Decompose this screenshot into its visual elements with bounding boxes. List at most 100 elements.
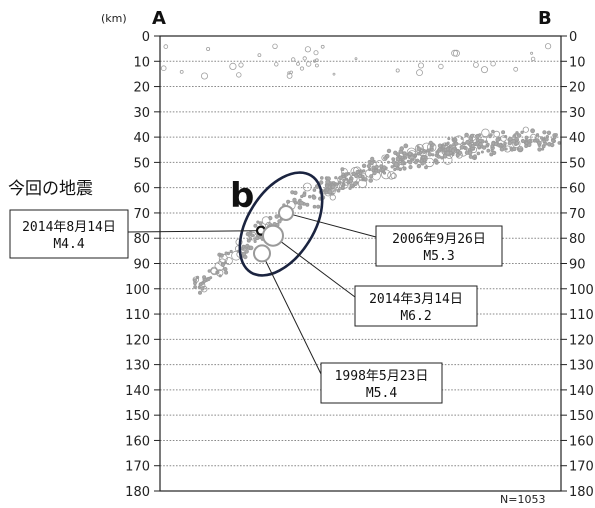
hypocenter-point [442,154,448,159]
hypocenter-point [493,130,501,138]
tick-label-right: 170 [569,460,594,475]
hypocenter-point [234,245,242,253]
event-date: 2014年3月14日 [369,292,463,307]
hypocenter-point [348,178,353,184]
tick-label-left: 160 [125,434,150,449]
tick-label-right: 120 [569,333,594,348]
hypocenter-point [223,267,228,272]
tick-label-left: 0 [142,30,150,45]
hypocenter-point [224,270,229,275]
hypocenter-point [220,262,225,267]
hypocenter-point [336,188,341,193]
event-magnitude: M6.2 [400,309,431,324]
hypocenter-point [402,151,407,156]
tick-label-left: 10 [133,55,150,70]
chart-title: 今回の地震 [8,179,93,199]
highlight-event-marker [253,244,271,263]
hypocenter-point [340,167,345,172]
hypocenter-point [544,43,552,50]
event-magnitude: M4.4 [53,237,84,252]
hypocenter-point [238,62,244,68]
hypocenter-point [163,44,169,49]
tick-label-right: 30 [569,106,586,121]
hypocenter-point [340,185,345,190]
hypocenter-point [200,72,208,80]
hypocenter-point [341,172,345,177]
tick-label-left: 110 [125,308,150,323]
hypocenter-point [320,44,325,49]
hypocenter-point [460,136,464,140]
hypocenter-point [210,267,218,276]
hypocenter-point [489,152,494,157]
hypocenter-point [507,140,512,146]
hypocenter-point [277,219,282,224]
hypocenter-point [530,56,536,62]
hypocenter-point [490,61,496,67]
hypocenter-point [261,216,271,225]
hypocenter-point [338,175,343,181]
highlight-event-marker [262,224,284,247]
hypocenter-point [452,49,460,57]
event-date: 1998年5月23日 [335,369,429,384]
hypocenter-point [554,133,558,137]
hypocenter-point [395,68,400,73]
hypocenter-point [253,239,257,243]
hypocenter-point [299,200,305,206]
callout-box [320,362,443,404]
hypocenter-point [530,51,534,55]
hypocenter-point [520,138,526,144]
hypocenter-point [465,139,471,145]
hypocenter-point [250,233,255,238]
hypocenter-point [393,167,397,172]
hypocenter-point [478,138,483,143]
tick-label-right: 140 [569,384,594,399]
hypocenter-point [256,220,260,224]
hypocenter-point [486,148,491,153]
hypocenter-point [513,66,519,72]
hypocenter-point [401,157,405,161]
hypocenter-point [215,269,224,277]
unit-label: (km) [101,12,127,25]
hypocenter-point [408,160,413,165]
hypocenter-point [368,178,374,183]
hypocenter-point [402,166,407,171]
tick-label-right: 70 [569,207,586,222]
hypocenter-point [464,132,469,138]
hypocenter-point [447,137,451,141]
tick-label-right: 100 [569,283,594,298]
hypocenter-point [337,182,345,190]
end-label-b: B [538,8,552,29]
hypocenter-point [524,135,529,140]
hypocenter-point [400,161,405,166]
hypocenter-point [542,130,547,135]
hypocenter-point [438,63,444,70]
hypocenter-point [287,71,291,75]
tick-label-left: 70 [133,207,150,222]
tick-label-left: 120 [125,333,150,348]
tick-label-left: 80 [133,232,150,247]
hypocenter-point [331,192,335,196]
hypocenter-point [524,144,528,149]
hypocenter-point [529,140,533,144]
hypocenter-point [550,142,555,148]
hypocenter-point [490,144,495,149]
hypocenter-point [419,158,424,163]
hypocenter-point [501,130,506,135]
hypocenter-point [381,169,391,180]
hypocenter-point [442,155,453,165]
hypocenter-point [495,137,500,142]
hypocenter-point [488,134,492,139]
hypocenter-point [369,174,374,179]
hypocenter-point [382,171,387,175]
hypocenter-point [509,146,513,150]
hypocenter-point [535,133,540,137]
hypocenter-point [551,138,555,143]
event-date: 2014年8月14日 [22,220,116,235]
hypocenter-point [504,147,508,151]
hypocenter-point [353,181,358,187]
hypocenter-point [341,181,349,189]
tick-label-left: 140 [125,384,150,399]
callout-box [375,225,503,267]
tick-label-right: 40 [569,131,586,146]
tick-label-right: 150 [569,409,594,424]
